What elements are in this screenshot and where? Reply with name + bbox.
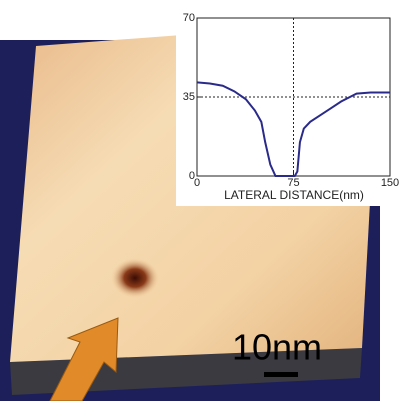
pit	[111, 258, 159, 298]
y-tick-label: 70	[183, 12, 195, 24]
x-tick-label: 0	[194, 177, 200, 189]
scale-bar-label: 10nm	[232, 327, 322, 368]
y-tick-label: 35	[183, 91, 195, 103]
scale-bar	[264, 372, 298, 377]
figure: 10nm LATERAL DISTANCE(nm) 03570075150	[0, 0, 402, 401]
x-tick-label: 75	[287, 177, 299, 189]
x-axis-label: LATERAL DISTANCE(nm)	[224, 188, 364, 202]
x-tick-label: 150	[381, 177, 399, 189]
